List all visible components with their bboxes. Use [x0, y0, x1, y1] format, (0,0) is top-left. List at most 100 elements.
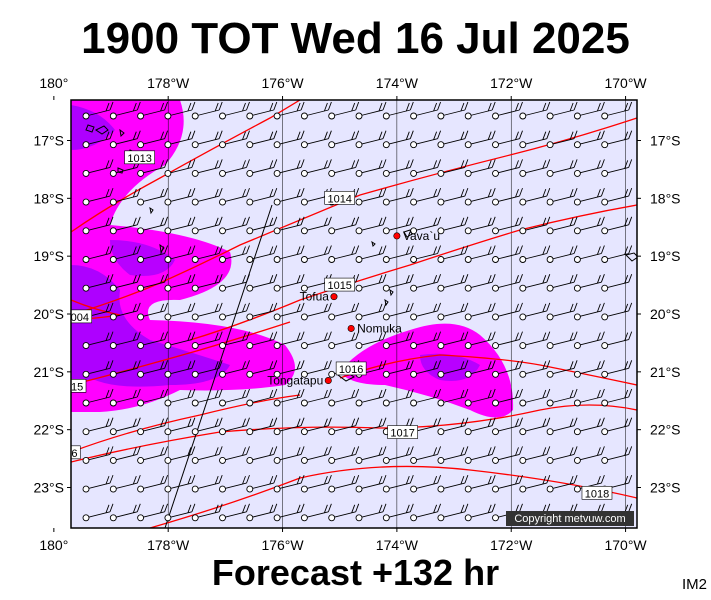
wind-barb: [109, 360, 141, 378]
wind-barb: [546, 159, 578, 177]
wind-barb: [437, 503, 469, 522]
lon-label-top: 178°W: [147, 75, 190, 91]
wind-barb: [273, 446, 305, 464]
wind-barb: [300, 130, 332, 149]
wind-barb: [273, 130, 305, 149]
wind-barb: [273, 302, 305, 321]
wind-barb: [164, 245, 196, 263]
wind-barb: [137, 474, 169, 493]
wind-barb: [519, 216, 551, 235]
wind-barb: [137, 302, 169, 321]
place-marker: [347, 324, 355, 332]
wind-barb: [191, 446, 223, 464]
wind-barb: [464, 159, 496, 177]
wind-barb: [464, 446, 496, 464]
wind-barb: [191, 388, 223, 407]
wind-barb: [519, 130, 551, 149]
wind-barb: [355, 245, 387, 263]
wind-barb: [410, 274, 442, 292]
isobar-label: 1015: [71, 378, 87, 393]
wind-barb: [437, 417, 469, 436]
wind-barb: [246, 302, 278, 321]
isobar-label: 1014: [324, 191, 356, 205]
wind-barb: [410, 159, 442, 177]
wind-barb: [137, 101, 169, 120]
wind-barb: [191, 130, 223, 149]
wind-barb: [82, 417, 114, 436]
lon-label-top: 170°W: [604, 75, 647, 91]
wind-barb: [601, 130, 633, 149]
wind-barb: [519, 474, 551, 493]
wind-barb: [382, 216, 414, 235]
wind-barb: [300, 474, 332, 493]
wind-barb: [546, 245, 578, 263]
wind-barb: [328, 474, 360, 493]
wind-barb: [273, 360, 305, 378]
map-title: 1900 TOT Wed 16 Jul 2025: [81, 14, 630, 63]
wind-barb: [519, 101, 551, 120]
wind-barb: [355, 474, 387, 493]
wind-barb: [191, 331, 223, 350]
wind-barb: [464, 331, 496, 350]
wind-barb: [219, 245, 250, 263]
wind-barb: [164, 446, 196, 464]
wind-barb: [109, 417, 141, 436]
wind-barb: [246, 159, 278, 177]
wind-barb: [164, 130, 196, 149]
wind-barb: [300, 216, 332, 235]
wind-barb: [137, 187, 169, 206]
wind-barb: [273, 331, 305, 350]
wind-barb: [573, 274, 605, 292]
wind-barb: [601, 417, 633, 436]
svg-text:1015: 1015: [327, 280, 351, 292]
wind-barb: [164, 331, 196, 350]
wind-barb: [382, 331, 414, 350]
wind-barb: [410, 245, 442, 263]
wind-barb: [437, 245, 469, 263]
wind-barb: [546, 388, 578, 407]
wind-barb: [246, 474, 278, 493]
wind-barb: [246, 274, 278, 292]
wind-barb: [219, 274, 250, 292]
wind-barb: [328, 302, 360, 321]
wind-barb: [273, 216, 305, 235]
lon-label-bottom: 170°W: [604, 537, 647, 553]
wind-barb: [546, 130, 578, 149]
lon-label-bottom: 178°W: [147, 537, 190, 553]
wind-barb: [191, 159, 223, 177]
wind-barb: [437, 446, 469, 464]
wind-barb: [109, 503, 141, 522]
wind-barb: [82, 245, 114, 263]
wind-barb: [328, 417, 360, 436]
wind-barb: [273, 388, 305, 407]
wind-barb: [164, 302, 196, 321]
image-tag: IM2: [681, 576, 707, 593]
wind-barb: [410, 360, 442, 378]
wind-barb: [219, 417, 250, 436]
wind-barb: [82, 187, 114, 206]
wind-barb: [82, 503, 114, 522]
wind-barb: [109, 101, 141, 120]
copyright-badge: Copyright metvuw.com: [506, 511, 634, 526]
wind-barb: [191, 245, 223, 263]
lat-label-left: 18°S: [33, 190, 64, 206]
lat-label-right: 21°S: [650, 364, 681, 380]
wind-barb: [437, 159, 469, 177]
wind-barb: [382, 187, 414, 206]
wind-barb: [382, 446, 414, 464]
wind-barb: [137, 503, 169, 522]
lat-label-right: 17°S: [650, 132, 681, 148]
wind-barb: [437, 274, 469, 292]
wind-barb: [601, 388, 633, 407]
wind-barb: [519, 388, 551, 407]
isobar-1016b: [71, 394, 301, 453]
svg-text:1018: 1018: [585, 488, 609, 500]
wind-barb: [219, 446, 250, 464]
place-label: Tongatapu: [267, 374, 323, 388]
wind-barb: [601, 302, 633, 321]
wind-barb: [137, 446, 169, 464]
wind-barb: [328, 101, 360, 120]
wind-barb: [109, 187, 141, 206]
wind-barb: [191, 302, 223, 321]
wind-barb: [219, 503, 250, 522]
